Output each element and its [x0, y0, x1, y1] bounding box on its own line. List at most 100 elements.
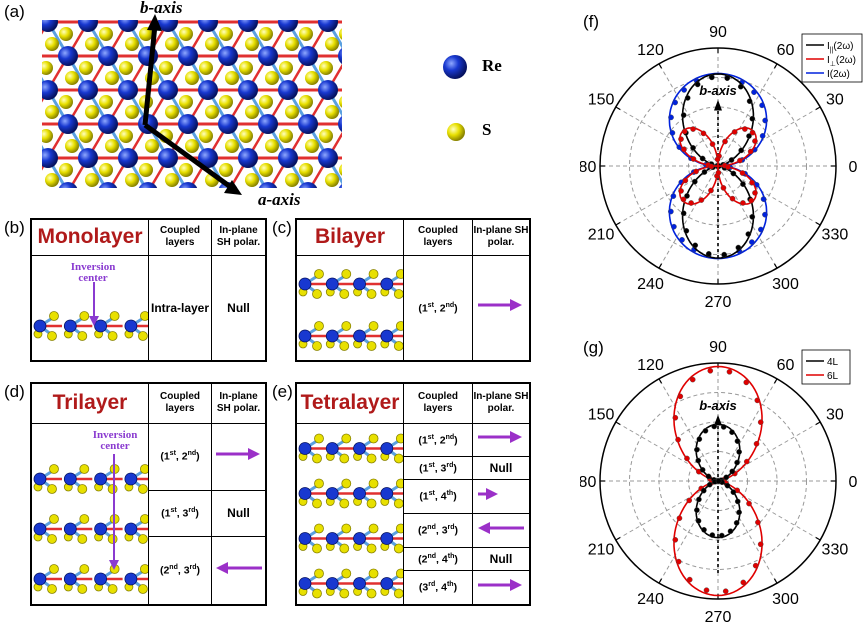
i-perpendicular-data-point	[708, 163, 715, 170]
4l-data-point	[730, 489, 737, 495]
6l-data-point	[675, 436, 681, 443]
inversion-arrow	[89, 281, 99, 326]
6l-data-point	[754, 397, 761, 404]
6l-data-point	[726, 368, 733, 375]
4l-data-point	[700, 487, 707, 494]
i-parallel-data-point	[721, 251, 727, 258]
re-legend-label: Re	[482, 56, 502, 75]
trilayer-table: Trilayer Coupled layers In-plane SH pola…	[30, 382, 267, 606]
layer-structure	[298, 433, 403, 598]
i-perpendicular-data-point	[690, 126, 696, 132]
sh-polarization-arrow	[478, 578, 522, 591]
trilayer-polar-3	[211, 535, 267, 606]
4l-data-point	[727, 528, 734, 534]
tetralayer-pair-2: (1st, 3rd)	[403, 456, 473, 481]
panel-label-b: (b)	[4, 218, 25, 237]
6l-data-point	[746, 500, 752, 507]
4l-data-point	[696, 496, 702, 503]
4l-data-point	[720, 424, 727, 430]
4l-data-point	[696, 436, 703, 442]
4l-data-point	[733, 520, 740, 526]
inversion-arrow	[109, 453, 119, 570]
tetralayer-pair-4: (2nd, 3rd)	[403, 513, 473, 548]
4l-data-point	[705, 473, 712, 480]
i-parallel-data-point	[740, 181, 746, 187]
panel-label-g: (g)	[583, 338, 604, 357]
polar-header: In-plane SH polar.	[211, 218, 267, 256]
polar-plot-f: 0 30 60 90 120 150 180 210 240 270 300 330 b-axis I||…	[580, 24, 863, 311]
i-total-data-point	[669, 130, 676, 136]
6l-data-point	[689, 376, 696, 383]
tetralayer-pair-3: (1st, 4th)	[403, 479, 473, 515]
angle-tick-label: 90	[709, 340, 727, 356]
i-total-data-point	[759, 102, 765, 109]
i-perpendicular-data-point	[731, 129, 738, 135]
legend-entry: I(2ω)	[827, 69, 850, 80]
trilayer-polar-2: Null	[211, 489, 267, 537]
i-perpendicular-data-point	[739, 170, 746, 176]
angle-tick-label: 240	[637, 276, 664, 293]
sh-polarization-arrow	[478, 299, 522, 312]
angle-tick-label: 180	[580, 159, 596, 176]
i-perpendicular-data-point	[722, 138, 728, 145]
monolayer-image-cell: Inversion center	[30, 254, 149, 362]
i-parallel-data-point	[701, 169, 708, 175]
sh-polarization-arrow	[478, 431, 522, 444]
coupled-header: Coupled layers	[403, 382, 473, 424]
sh-polarization-arrow	[215, 448, 260, 461]
tetralayer-pair-1: (1st, 2nd)	[403, 422, 473, 458]
i-parallel-data-point	[684, 193, 690, 199]
polar-header: In-plane SH polar.	[472, 382, 531, 424]
bilayer-title: Bilayer	[295, 218, 404, 256]
4l-data-point	[729, 468, 736, 475]
i-parallel-data-point	[680, 210, 687, 217]
i-total-data-point	[758, 226, 764, 233]
4l-data-point	[729, 429, 735, 435]
angle-tick-label: 210	[588, 227, 615, 244]
6l-data-point	[686, 576, 693, 583]
sh-polarization-arrow	[478, 521, 524, 534]
angle-tick-label: 120	[637, 357, 664, 374]
i-perpendicular-data-point	[742, 126, 748, 132]
panel-label-d: (d)	[4, 382, 25, 401]
i-total-data-point	[749, 239, 755, 245]
i-parallel-data-point	[735, 244, 742, 251]
angle-tick-label: 90	[709, 24, 727, 41]
i-perpendicular-fit-line	[679, 127, 757, 205]
angle-tick-label: 270	[705, 294, 732, 311]
angle-tick-label: 300	[772, 591, 799, 608]
i-perpendicular-data-point	[748, 197, 755, 204]
angle-tick-label: 30	[826, 407, 844, 424]
bilayer-table: Bilayer Coupled layers In-plane SH polar…	[295, 218, 531, 362]
4l-data-point	[701, 526, 707, 533]
i-parallel-data-point	[683, 228, 690, 234]
4l-data-point	[695, 457, 702, 464]
angle-tick-label: 240	[637, 591, 664, 608]
tetralayer-table: Tetralayer Coupled layers In-plane SH po…	[295, 382, 531, 606]
6l-data-point	[743, 458, 750, 465]
angle-tick-label: 210	[588, 542, 615, 559]
i-parallel-data-point	[724, 75, 731, 81]
trilayer-image-cell: Inversion center	[30, 422, 149, 606]
trilayer-pair-1: (1st, 2nd)	[148, 422, 212, 491]
4l-data-point	[699, 467, 706, 473]
4l-data-point	[695, 518, 702, 524]
6l-data-point	[722, 588, 729, 595]
b-axis-arrow	[142, 24, 158, 126]
bilayer-pair-1: (1st, 2nd)	[403, 254, 473, 362]
6l-data-point	[676, 515, 683, 522]
trilayer-polar-1	[211, 422, 267, 491]
i-total-data-point	[668, 114, 674, 121]
inversion-center-label: Inversion center	[70, 260, 116, 284]
i-perpendicular-data-point	[737, 157, 743, 164]
inversion-center-label: Inversion center	[92, 428, 138, 452]
tetralayer-image-cell	[295, 422, 404, 606]
legend-entry: 4L	[827, 357, 839, 368]
6l-data-point	[755, 519, 761, 526]
monolayer-table: Monolayer Coupled layers In-plane SH pol…	[30, 218, 267, 362]
tetralayer-polar-6	[472, 569, 531, 606]
i-perpendicular-data-point	[725, 164, 731, 170]
legend-box	[801, 349, 851, 385]
4l-data-point	[694, 507, 700, 513]
i-perpendicular-data-point	[678, 136, 684, 142]
